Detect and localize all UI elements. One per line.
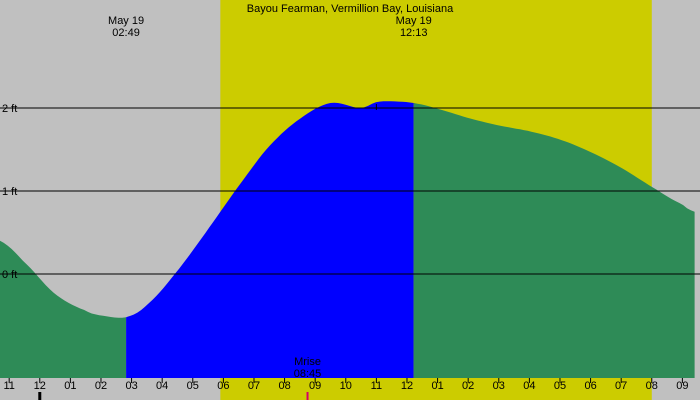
chart-title: Bayou Fearman, Vermillion Bay, Louisiana (247, 3, 454, 15)
x-tick-label: 03 (125, 380, 137, 392)
x-tick-label: 05 (554, 380, 566, 392)
x-tick-label: 07 (615, 380, 627, 392)
falling-tide-area-1 (0, 240, 127, 378)
x-tick-label: 11 (3, 380, 14, 392)
x-tick-label: 02 (95, 380, 107, 392)
x-tick-label: 01 (431, 380, 443, 392)
rising-tide-area (126, 101, 414, 379)
y-tick-label: 0 ft (2, 269, 17, 281)
event-time-label: 12:13 (400, 27, 428, 39)
x-tick-label: 05 (187, 380, 199, 392)
x-tick-label: 04 (523, 380, 535, 392)
y-tick-label: 2 ft (2, 103, 17, 115)
x-tick-label: 12 (401, 380, 413, 392)
tide-areas (0, 101, 695, 379)
x-tick-label: 07 (248, 380, 260, 392)
x-tick-label: 09 (309, 380, 321, 392)
y-grid: 0 ft 1 ft 2 ft (0, 103, 700, 281)
event-time-label: 02:49 (112, 27, 140, 39)
x-tick-label: 02 (462, 380, 474, 392)
x-tick-label: 10 (340, 380, 352, 392)
x-tick-label: 04 (156, 380, 168, 392)
x-tick-label: 08 (646, 380, 658, 392)
event-date-label: May 19 (396, 15, 432, 27)
x-tick-label: 06 (584, 380, 596, 392)
x-tick-label: 03 (493, 380, 505, 392)
x-tick-label: 09 (676, 380, 688, 392)
x-tick-label: 08 (278, 380, 290, 392)
x-tick-label: 11 (371, 380, 382, 392)
event-date-label: May 19 (108, 15, 144, 27)
falling-tide-area-2 (413, 103, 695, 378)
y-tick-label: 1 ft (2, 186, 17, 198)
moonrise-time: 08:45 (294, 368, 322, 380)
x-tick-label: 01 (64, 380, 76, 392)
x-tick-label: 06 (217, 380, 229, 392)
x-tick-label: 12 (34, 380, 46, 392)
moonrise-label: Mrise (294, 356, 321, 368)
x-axis: 11 12 01 02 03 04 05 06 07 08 09 10 11 12 01 02 03 04 05 06… (3, 378, 689, 400)
